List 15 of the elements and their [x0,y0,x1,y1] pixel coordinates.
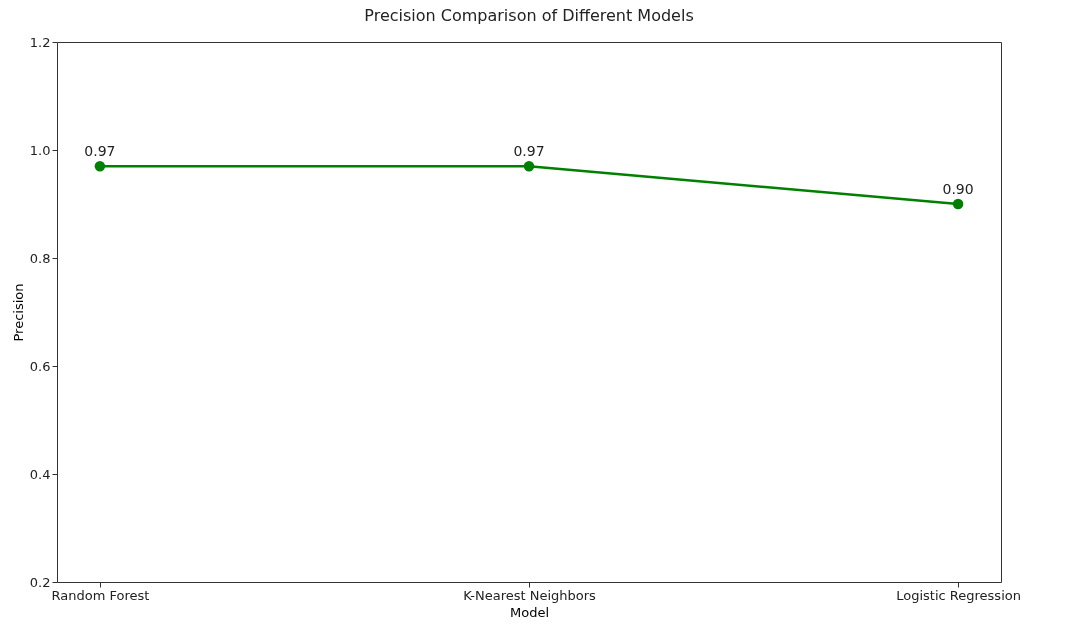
y-tick-label: 1.0 [29,142,51,158]
data-label: 0.97 [513,143,545,160]
data-label: 0.90 [942,181,974,197]
x-axis-title: Model [509,604,550,620]
x-tick-label: Logistic Regression [896,587,1021,603]
x-tick-label: K-Nearest Neighbors [463,587,597,603]
y-tick-label: 0.2 [29,574,51,590]
y-axis-title: Precision [10,283,26,342]
y-tick-label: 0.4 [29,466,51,482]
y-tick-label: 1.2 [29,34,51,50]
y-tick-label: 0.6 [29,358,51,374]
x-tick-label: Random Forest [51,587,150,603]
data-label: 0.97 [84,143,116,160]
y-tick-label: 0.8 [29,250,51,266]
chart-title: Precision Comparison of Different Models [364,6,694,25]
